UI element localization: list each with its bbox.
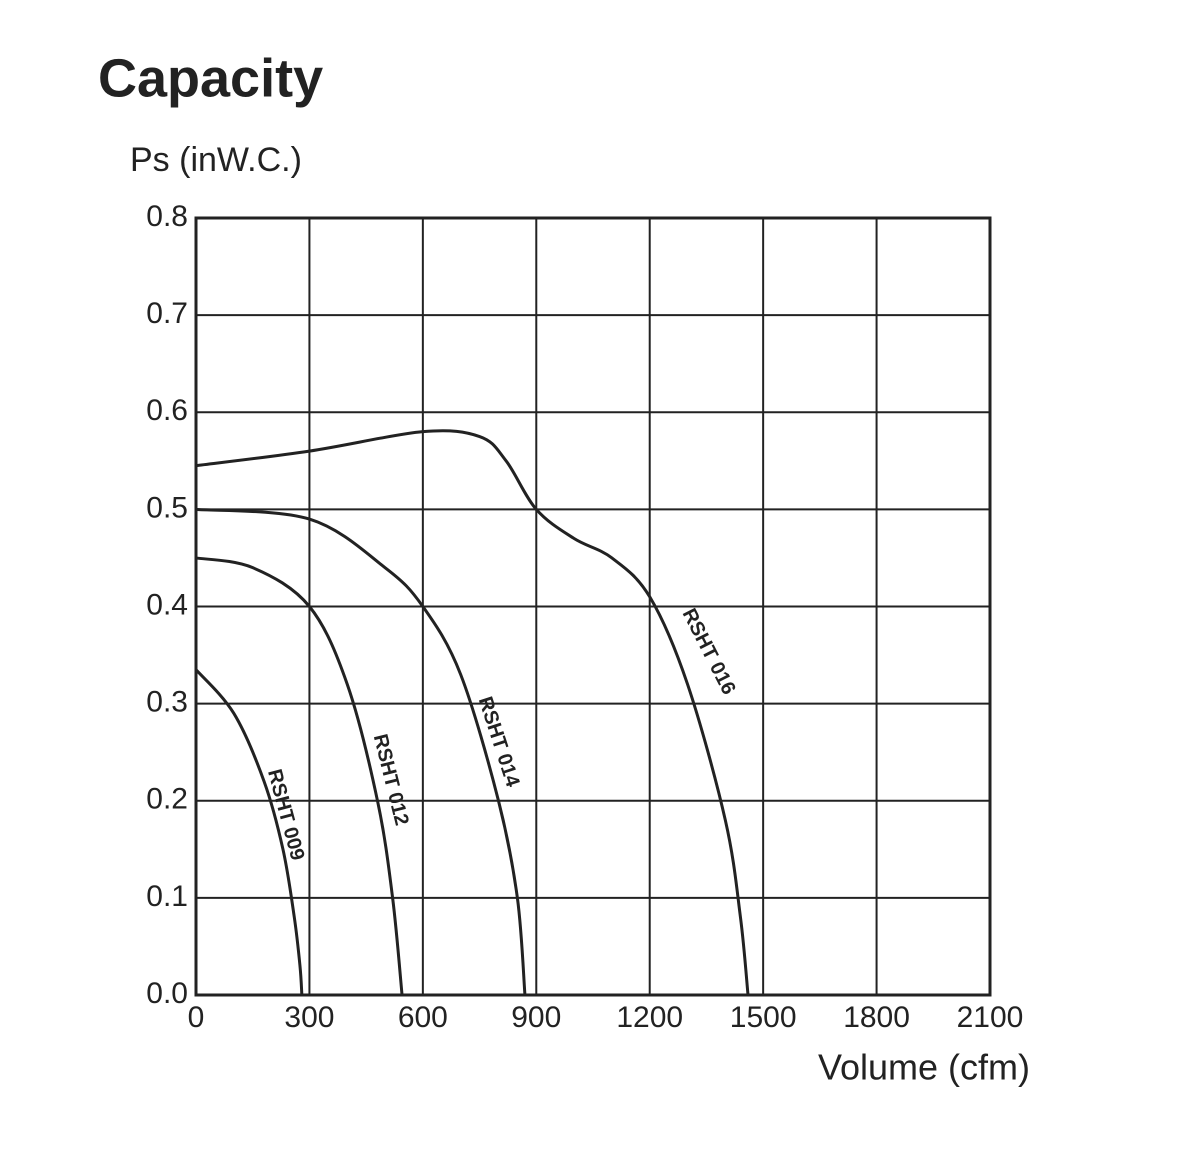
x-tick-label: 600 xyxy=(398,1001,448,1034)
y-axis-label: Ps (inW.C.) xyxy=(130,141,302,179)
y-tick-label: 0.1 xyxy=(146,880,188,913)
x-tick-label: 0 xyxy=(188,1001,205,1034)
x-tick-label: 300 xyxy=(284,1001,334,1034)
curve-label: RSHT 012 xyxy=(369,732,413,828)
curve-label: RSHT 009 xyxy=(263,767,308,863)
curve xyxy=(195,556,404,996)
y-tick-label: 0.0 xyxy=(146,977,188,1010)
curve xyxy=(195,429,750,996)
curve xyxy=(194,668,304,996)
x-tick-label: 1200 xyxy=(616,1001,683,1034)
x-axis-label: Volume (cfm) xyxy=(818,1047,1030,1088)
chart-title: Capacity xyxy=(98,48,323,108)
y-tick-label: 0.8 xyxy=(146,200,188,233)
y-tick-label: 0.5 xyxy=(146,491,188,524)
curve xyxy=(195,507,527,996)
x-tick-label: 2100 xyxy=(957,1001,1024,1034)
y-tick-label: 0.6 xyxy=(146,394,188,427)
y-tick-label: 0.4 xyxy=(146,588,188,621)
x-tick-label: 1800 xyxy=(843,1001,910,1034)
x-tick-label: 1500 xyxy=(730,1001,797,1034)
y-tick-label: 0.2 xyxy=(146,783,188,816)
plot-frame xyxy=(194,216,992,997)
x-tick-label: 900 xyxy=(511,1001,561,1034)
y-tick-label: 0.3 xyxy=(146,686,188,719)
y-tick-label: 0.7 xyxy=(146,297,188,330)
